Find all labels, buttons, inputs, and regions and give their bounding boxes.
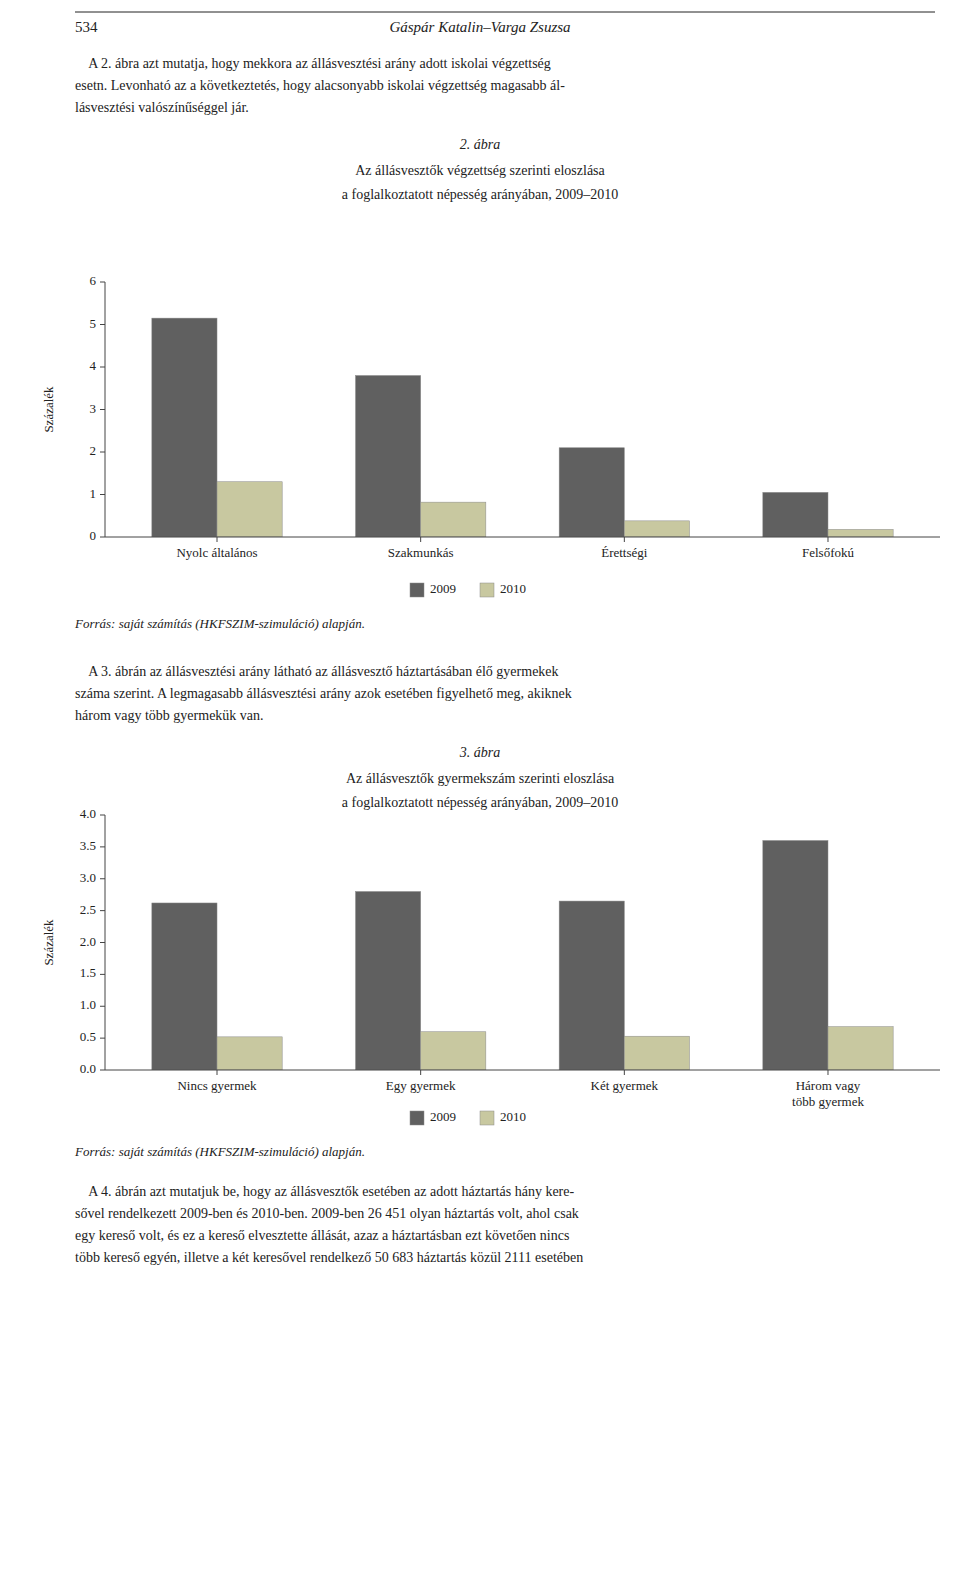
x-tick-label: Egy gyermek — [386, 1078, 456, 1093]
y-tick-label: 0 — [90, 528, 97, 543]
chart-subtitle: Az állásvesztők gyermekszám szerinti elo… — [346, 771, 615, 786]
x-tick — [217, 1070, 218, 1075]
x-tick — [420, 537, 421, 542]
bars — [152, 841, 893, 1071]
y-tick — [100, 878, 105, 879]
x-tick — [624, 1070, 625, 1075]
y-tick — [100, 1006, 105, 1007]
y-tick — [100, 367, 105, 368]
chart: 3. ábra Az állásvesztők gyermekszám szeri… — [41, 745, 940, 1159]
legend-swatch — [480, 583, 494, 597]
x-tick — [827, 537, 828, 542]
y-tick — [100, 974, 105, 975]
y-axis — [105, 282, 106, 537]
bar — [559, 448, 624, 537]
y-tick — [100, 324, 105, 325]
y-tick — [100, 409, 105, 410]
legend-label: 2009 — [430, 1109, 456, 1124]
chart: 2. ábra Az állásvesztők végzettség szerin… — [41, 137, 940, 631]
x-tick-label: Érettségi — [601, 545, 648, 560]
x-tick-label: Nyolc általános — [176, 545, 257, 560]
chart-title: 3. ábra — [459, 745, 500, 760]
y-tick — [100, 494, 105, 495]
y-tick-label: 6 — [90, 273, 97, 288]
bar — [828, 529, 893, 537]
y-axis-label: Százalék — [41, 386, 56, 433]
legend-label: 2010 — [500, 581, 526, 596]
bar — [763, 492, 828, 537]
bar — [152, 903, 217, 1070]
y-tick-label: 3.0 — [80, 870, 96, 885]
bar — [763, 841, 828, 1071]
x-tick-label: Három vagytöbb gyermek — [792, 1078, 864, 1109]
x-tick-label: Szakmunkás — [388, 545, 454, 560]
chart-source: Forrás: saját számítás (HKFSZIM-szimulác… — [74, 1144, 365, 1159]
legend: 2009 2010 — [410, 581, 526, 597]
y-tick — [100, 1070, 105, 1071]
bar — [152, 318, 217, 537]
y-tick — [100, 846, 105, 847]
bar — [624, 1036, 689, 1070]
x-tick — [624, 537, 625, 542]
bar — [828, 1027, 893, 1070]
x-axis — [105, 1070, 940, 1071]
y-axis-label: Százalék — [41, 919, 56, 966]
x-tick — [827, 1070, 828, 1075]
bar — [217, 1037, 282, 1070]
y-tick-label: 1.5 — [80, 965, 96, 980]
bars — [152, 318, 893, 537]
bar — [356, 376, 421, 538]
y-axis — [105, 815, 106, 1070]
chart-subtitle: a foglalkoztatott népesség arányában, 20… — [342, 187, 618, 202]
y-tick-label: 0.0 — [80, 1061, 96, 1076]
legend-label: 2009 — [430, 581, 456, 596]
bar — [356, 892, 421, 1071]
legend-label: 2010 — [500, 1109, 526, 1124]
y-tick — [100, 942, 105, 943]
chart-subtitle: a foglalkoztatott népesség arányában, 20… — [342, 795, 618, 810]
page-title: Gáspár Katalin–Varga Zsuzsa — [389, 19, 570, 35]
legend-swatch — [410, 583, 424, 597]
y-tick — [100, 815, 105, 816]
chart-source: Forrás: saját számítás (HKFSZIM-szimulác… — [74, 616, 365, 631]
y-tick-label: 2.0 — [80, 933, 96, 948]
bar — [421, 1032, 486, 1070]
legend: 2009 2010 — [410, 1109, 526, 1125]
paragraph: A 2. ábra azt mutatja, hogy mekkora az á… — [75, 56, 565, 115]
y-tick — [100, 1038, 105, 1039]
header-rule — [75, 12, 935, 13]
page: 534Gáspár Katalin–Varga Zsuzsa A 2. ábra… — [0, 0, 960, 1576]
x-axis — [105, 537, 940, 538]
y-tick-label: 3.5 — [80, 838, 96, 853]
bar — [624, 521, 689, 537]
paragraph: A 3. ábrán az állásvesztési arány láthat… — [75, 664, 572, 723]
x-tick — [420, 1070, 421, 1075]
y-tick-label: 4.0 — [80, 806, 96, 821]
x-tick-label: Nincs gyermek — [177, 1078, 257, 1093]
legend-swatch — [410, 1111, 424, 1125]
y-tick — [100, 910, 105, 911]
chart-title: 2. ábra — [460, 137, 500, 152]
bar — [559, 901, 624, 1070]
x-tick-label: Két gyermek — [591, 1078, 659, 1093]
paragraph: A 4. ábrán azt mutatjuk be, hogy az állá… — [75, 1184, 583, 1265]
y-tick-label: 3 — [90, 400, 97, 415]
y-tick — [100, 282, 105, 283]
y-tick — [100, 452, 105, 453]
y-tick-label: 1 — [90, 485, 97, 500]
chart-subtitle: Az állásvesztők végzettség szerinti elos… — [355, 163, 605, 178]
y-tick — [100, 537, 105, 538]
y-tick-label: 5 — [90, 315, 97, 330]
x-tick — [217, 537, 218, 542]
y-tick-label: 1.0 — [80, 997, 96, 1012]
bar — [217, 482, 282, 537]
y-tick-label: 4 — [90, 358, 97, 373]
y-tick-label: 2.5 — [80, 902, 96, 917]
y-tick-label: 0.5 — [80, 1029, 96, 1044]
page-number: 534 — [75, 19, 98, 35]
x-tick-label: Felsőfokú — [802, 545, 855, 560]
legend-swatch — [480, 1111, 494, 1125]
bar — [421, 502, 486, 537]
y-tick-label: 2 — [90, 443, 97, 458]
